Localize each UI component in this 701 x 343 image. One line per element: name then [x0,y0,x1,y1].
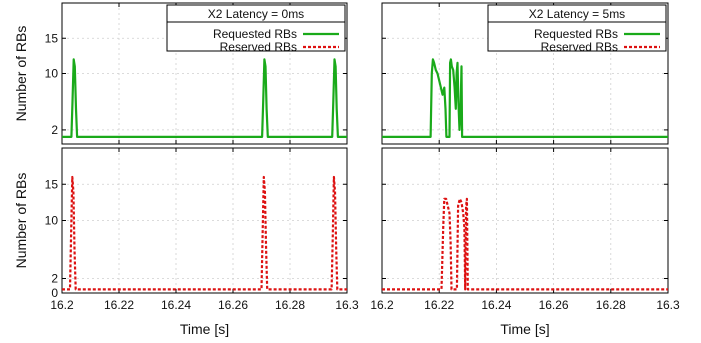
legend-entry-label: Requested RBs [534,27,618,41]
y-axis-label: Number of RBs [13,26,29,122]
x-tick-label: 16.3 [656,298,680,312]
series-line-requested-rbs [382,58,668,138]
series-line-reserved-rbs [382,197,668,291]
series-line-requested-rbs [62,58,347,138]
panel-top-left: 2 10 15 Number of RBs X2 Latency = 0ms Reques… [13,2,348,145]
x-tick-label: 16.22 [104,298,134,312]
x-tick-label: 16.26 [218,298,248,312]
x-tick-label: 16.24 [481,298,511,312]
legend-entry-label: Requested RBs [213,27,297,41]
y-tick-label: 10 [45,67,59,81]
y-axis-label: Number of RBs [13,173,29,269]
x-tick-label: 16.28 [596,298,626,312]
x-tick-label: 16.22 [424,298,454,312]
panel-bottom-left: 02 10 15 16.2 16.22 16.24 16.26 16.28 16.3 Number… [13,147,359,337]
y-tick-label: 2 [51,123,58,137]
y-tick-label: 15 [45,177,59,191]
panel-bottom-right: 16.2 16.22 16.24 16.26 16.28 16.3 Time [s] [370,147,680,337]
x-tick-label: 16.3 [335,298,359,312]
x-tick-label: 16.24 [161,298,191,312]
x-tick-label: 16.2 [50,298,74,312]
y-tick-label: 0 [51,286,58,300]
series-line-reserved-rbs [62,175,347,291]
legend-entry-label: Reserved RBs [220,40,297,54]
x-axis-label: Time [s] [500,321,549,337]
legend-box [166,4,346,52]
y-tick-label: 10 [45,214,59,228]
plot-frame [381,147,669,294]
y-tick-label: 15 [45,31,59,45]
x-axis-label: Time [s] [180,321,229,337]
plot-frame [61,147,348,294]
x-tick-label: 16.28 [275,298,305,312]
legend-title: X2 Latency = 5ms [529,7,625,21]
y-tick-label: 2 [51,272,58,286]
x-tick-label: 16.26 [539,298,569,312]
legend-box [487,4,667,52]
legend-title: X2 Latency = 0ms [208,7,304,21]
legend-entry-label: Reserved RBs [541,40,618,54]
x-tick-label: 16.2 [370,298,394,312]
